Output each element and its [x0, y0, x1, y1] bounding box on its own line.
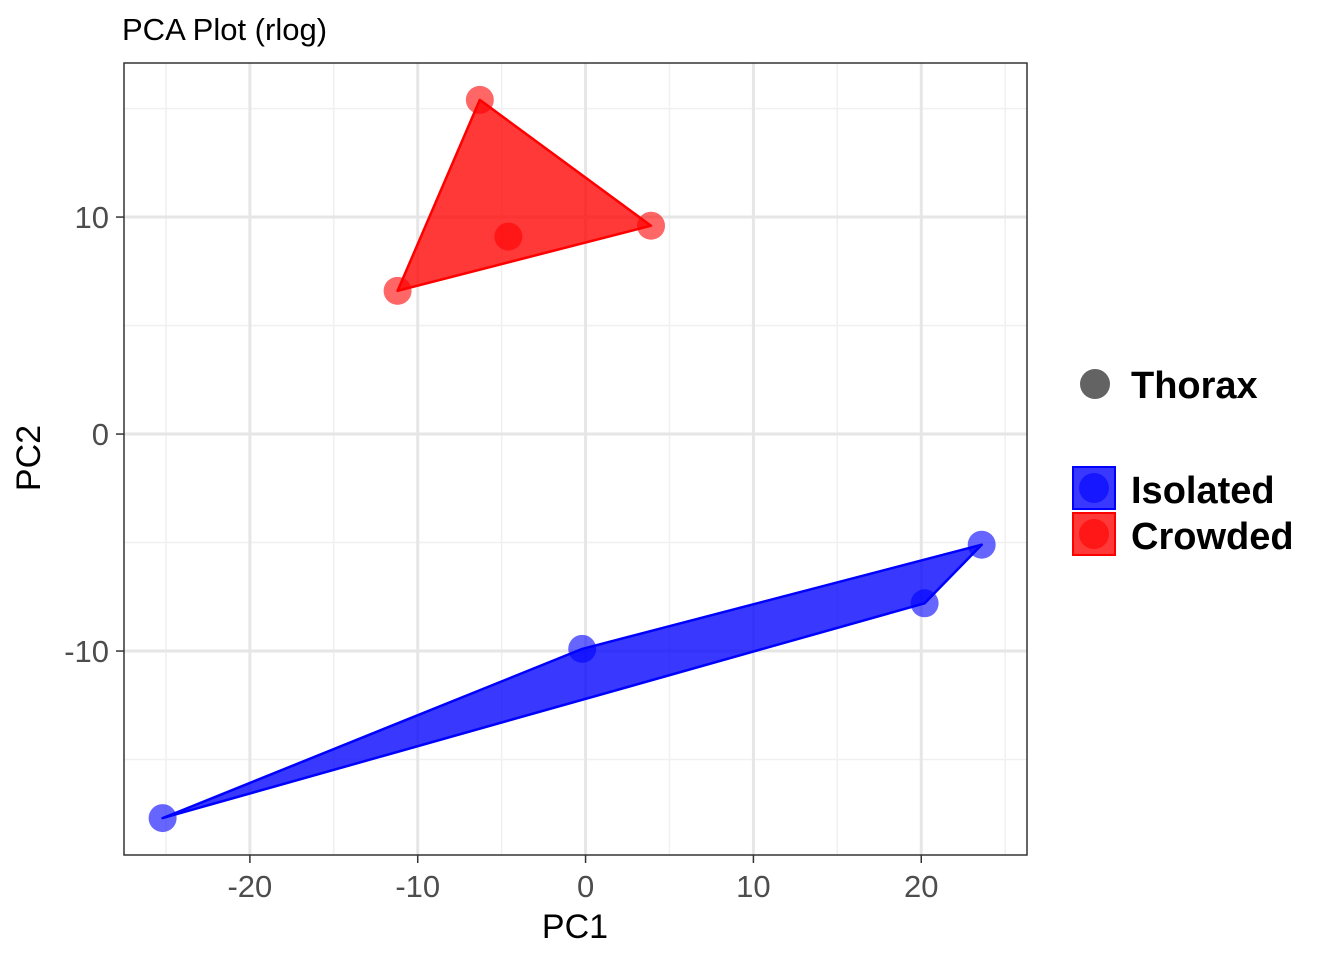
- point-isolated-4: [967, 530, 996, 559]
- point-crowded-2: [465, 85, 494, 114]
- y-tick-label: 10: [75, 200, 109, 235]
- point-isolated-3: [910, 589, 939, 618]
- legend-shape-key: [1080, 369, 1110, 399]
- point-crowded-4: [637, 211, 666, 240]
- y-tick-label: 0: [92, 417, 109, 452]
- x-tick-label: 20: [904, 869, 938, 904]
- y-axis-title: PC2: [10, 425, 48, 491]
- point-crowded-3: [494, 222, 523, 251]
- legend-label-isolated: Isolated: [1131, 470, 1275, 512]
- data-points: [148, 85, 996, 833]
- plot-border: [123, 62, 1028, 856]
- legend-key-point-isolated: [1079, 473, 1109, 503]
- x-axis-ticks: -20 -10 0 10 20: [227, 855, 939, 904]
- point-crowded-1: [383, 276, 412, 305]
- x-tick-label: -10: [395, 869, 440, 904]
- x-tick-label: 0: [577, 869, 594, 904]
- legend-label-crowded: Crowded: [1131, 516, 1294, 558]
- chart-title: PCA Plot (rlog): [122, 12, 327, 47]
- y-axis-ticks: -10 0 10: [64, 200, 124, 669]
- point-isolated-1: [148, 804, 177, 833]
- group-hulls: [161, 98, 983, 820]
- legend-label-thorax: Thorax: [1131, 365, 1258, 407]
- x-tick-label: 10: [736, 869, 770, 904]
- plot-frame: [123, 62, 1028, 856]
- point-isolated-2: [568, 634, 597, 663]
- x-axis-title: PC1: [542, 908, 608, 946]
- x-tick-label: -20: [227, 869, 272, 904]
- hull-crowded: [396, 98, 653, 293]
- y-tick-label: -10: [64, 634, 109, 669]
- legend-key-point-crowded: [1079, 519, 1109, 549]
